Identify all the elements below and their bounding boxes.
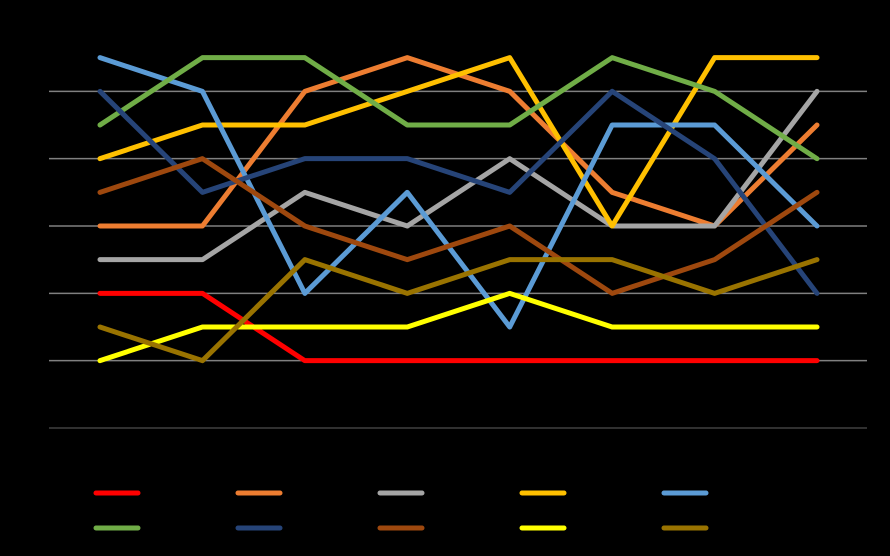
- series-line-3: [97, 88, 820, 263]
- series-line-2: [97, 55, 820, 229]
- series-line-9: [97, 290, 820, 364]
- series-line-10: [97, 257, 820, 364]
- series-line-8: [97, 156, 820, 296]
- series-line-5: [97, 55, 820, 330]
- series-line-7: [97, 88, 820, 296]
- series-lines: [97, 55, 820, 364]
- series-line-6: [97, 55, 820, 162]
- legend: [93, 490, 709, 531]
- series-line-4: [97, 55, 820, 229]
- series-line-1: [97, 290, 820, 364]
